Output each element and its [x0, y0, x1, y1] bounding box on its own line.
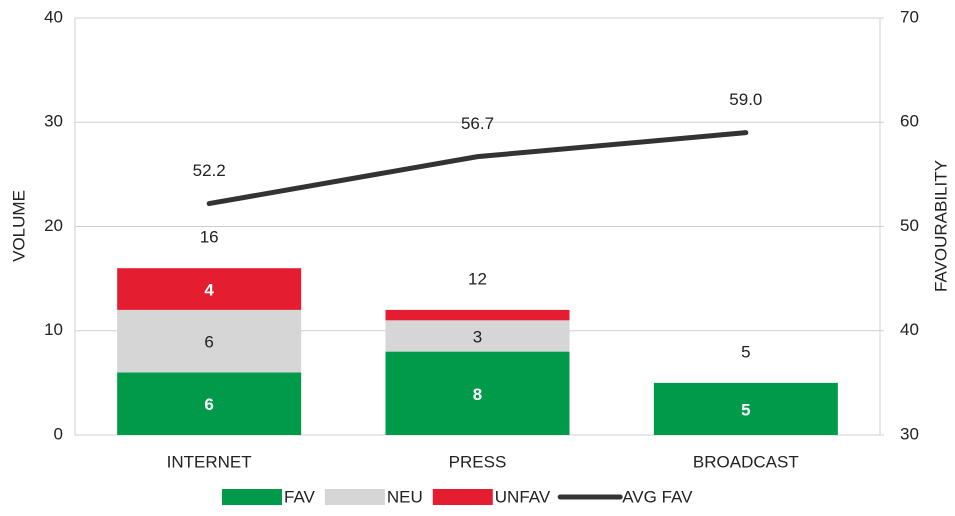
data-label: 6: [204, 333, 213, 352]
bar-segment: [385, 351, 570, 435]
legend-swatch: [432, 489, 493, 505]
bar-segment: [117, 309, 302, 373]
legend-swatch: [222, 489, 282, 505]
y-tick-label: 40: [44, 7, 63, 26]
legend-label: NEU: [387, 487, 423, 506]
bar-segment: [385, 309, 570, 321]
y-tick-label: 0: [54, 424, 63, 443]
y-tick-label: 20: [44, 216, 63, 235]
y2-tick-label: 40: [900, 320, 919, 339]
y2-axis-title: FAVOURABILITY: [931, 160, 950, 292]
total-label: 16: [200, 228, 219, 247]
legend-label: AVG FAV: [622, 487, 693, 506]
y-axis-title: VOLUME: [9, 190, 28, 262]
line-label: 52.2: [193, 161, 226, 180]
legend-label: UNFAV: [495, 487, 551, 506]
x-tick-label: BROADCAST: [693, 452, 799, 471]
line-label: 56.7: [461, 114, 494, 133]
total-label: 12: [468, 269, 487, 288]
x-tick-label: PRESS: [449, 452, 507, 471]
data-label: 6: [204, 395, 213, 414]
y2-tick-label: 70: [900, 7, 919, 26]
bar-segment: [117, 268, 302, 310]
data-label: 4: [204, 281, 214, 300]
y2-tick-label: 50: [900, 216, 919, 235]
data-label: 5: [741, 400, 750, 419]
line-label: 59.0: [729, 90, 762, 109]
y-tick-label: 10: [44, 320, 63, 339]
y-tick-label: 30: [44, 112, 63, 131]
y2-tick-label: 30: [900, 424, 919, 443]
x-tick-label: INTERNET: [167, 452, 252, 471]
bar-segment: [117, 372, 302, 435]
data-label: 8: [473, 385, 482, 404]
bar-segment: [653, 382, 838, 435]
bar-segment: [385, 320, 570, 352]
data-label: 3: [473, 327, 482, 346]
y2-tick-label: 60: [900, 112, 919, 131]
legend-swatch: [324, 489, 385, 505]
line-series: [206, 130, 749, 207]
total-label: 5: [741, 342, 750, 361]
legend-label: FAV: [284, 487, 316, 506]
